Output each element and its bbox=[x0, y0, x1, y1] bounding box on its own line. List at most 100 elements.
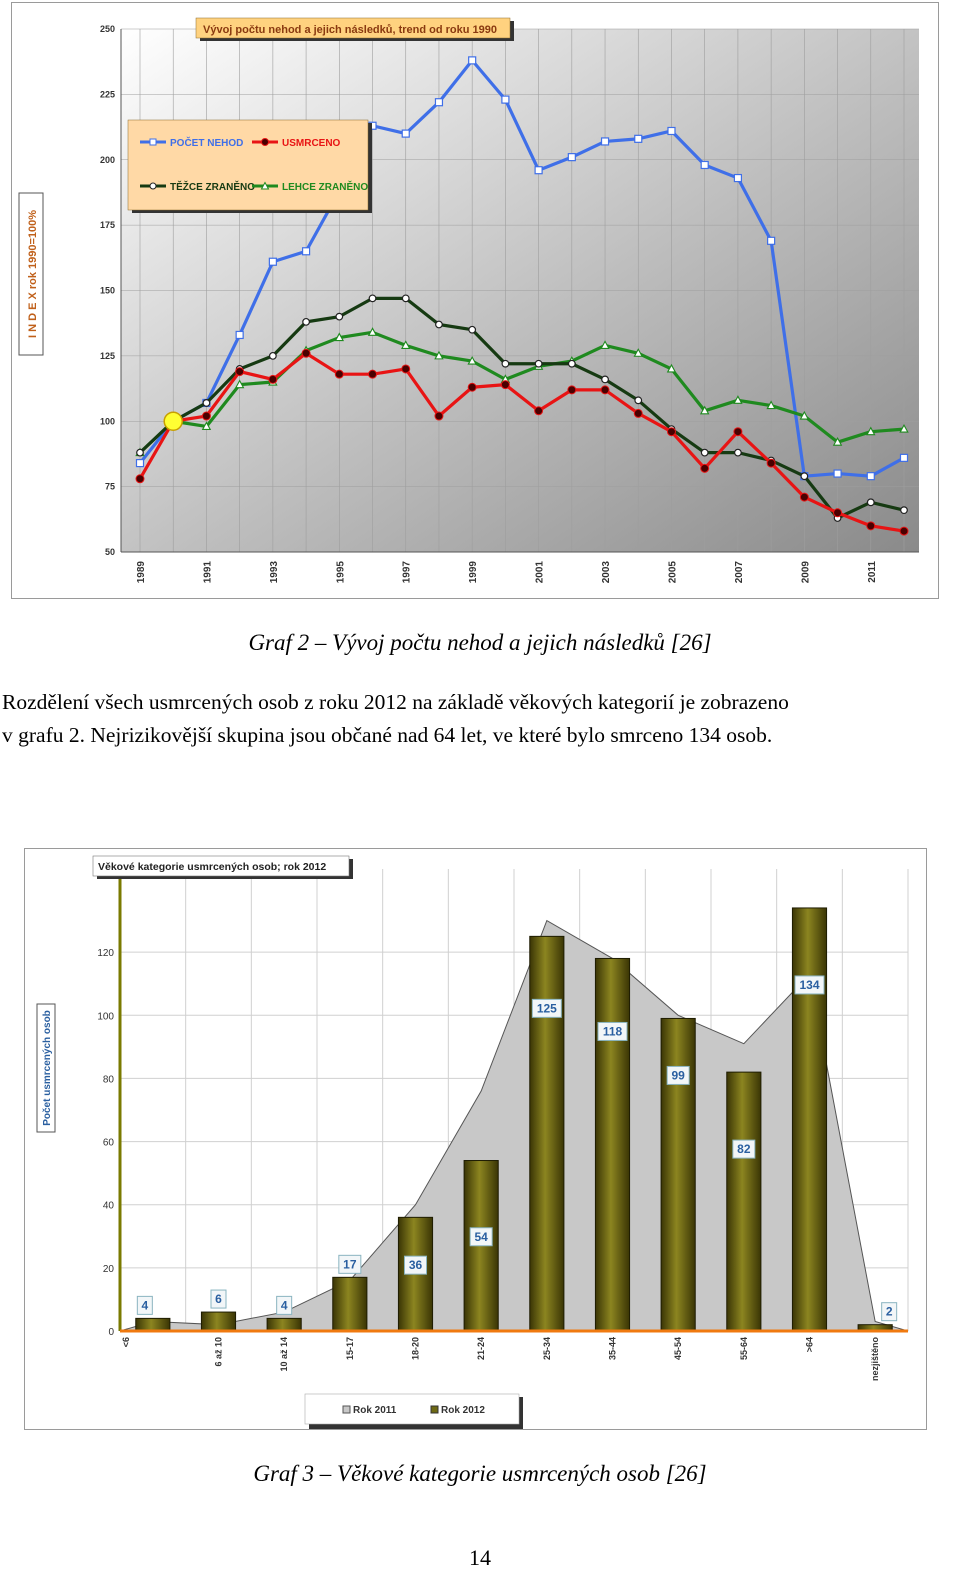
point-lehce-zraneno bbox=[633, 348, 643, 357]
point-pocet-nehod bbox=[866, 472, 875, 481]
x-tick-label: 45-54 bbox=[673, 1337, 683, 1360]
y-tick-label: 80 bbox=[103, 1074, 115, 1085]
point-pocet-nehod bbox=[235, 330, 244, 340]
point-lehce-zraneno bbox=[832, 437, 843, 446]
legend-marker bbox=[149, 182, 157, 190]
bar-rok-2012 bbox=[266, 1317, 302, 1332]
data-label-box bbox=[531, 998, 562, 1018]
x-tick-label: 2009 bbox=[800, 561, 811, 584]
point-lehce-zraneno bbox=[367, 327, 378, 336]
point-usmrceno bbox=[135, 474, 145, 484]
title-box bbox=[195, 17, 511, 39]
x-tick-label: >64 bbox=[805, 1337, 815, 1352]
legend-label: POČET NEHOD bbox=[170, 136, 243, 149]
data-label-box bbox=[338, 1254, 362, 1274]
point-tezce-zraneno bbox=[202, 399, 211, 407]
point-tezce-zraneno bbox=[335, 312, 344, 321]
point-tezce-zraneno bbox=[468, 325, 477, 334]
bar-rok-2012 bbox=[594, 957, 631, 1332]
bar-chart-frame: 0 20 40 60 80 100 120 4 6 4 17 36 54 125 118 99 82 134 2 <6… bbox=[24, 848, 927, 1430]
y-axis-label: Počet usmrcených osob bbox=[42, 1010, 53, 1126]
point-tezce-zraneno bbox=[268, 351, 277, 360]
point-pocet-nehod bbox=[899, 453, 909, 462]
bar-rok-2012 bbox=[529, 935, 565, 1332]
point-tezce-zraneno bbox=[900, 506, 908, 515]
y-tick-label: 120 bbox=[97, 948, 114, 959]
point-tezce-zraneno bbox=[634, 396, 643, 405]
point-pocet-nehod bbox=[833, 469, 842, 478]
legend-label: TĚŽCE ZRANĚNO bbox=[170, 180, 255, 193]
point-tezce-zraneno bbox=[601, 375, 609, 384]
point-lehce-zraneno bbox=[899, 423, 909, 433]
x-tick-label: 18-20 bbox=[411, 1337, 421, 1360]
series-line-1 bbox=[138, 351, 905, 533]
y-tick-label: 60 bbox=[103, 1138, 115, 1149]
data-label: 4 bbox=[281, 1298, 288, 1312]
data-label-box bbox=[136, 1295, 153, 1315]
bar-rok-2012 bbox=[726, 1071, 762, 1332]
point-lehce-zraneno bbox=[600, 340, 610, 349]
x-tick-label: 35-44 bbox=[608, 1337, 618, 1360]
y-tick-label: 40 bbox=[103, 1201, 115, 1212]
x-tick-label: 6 až 10 bbox=[214, 1337, 224, 1367]
point-usmrceno bbox=[434, 411, 444, 421]
legend-marker bbox=[261, 138, 269, 146]
x-tick-label: 2011 bbox=[867, 561, 878, 583]
chart-title: Věkové kategorie usmrcených osob; rok 20… bbox=[98, 861, 326, 873]
point-usmrceno bbox=[534, 406, 544, 416]
bar-rok-2012 bbox=[660, 1017, 696, 1332]
legend-marker bbox=[149, 138, 157, 146]
chart-title: Vývoj počtu nehod a jejich následků, tre… bbox=[203, 24, 497, 36]
data-label: 134 bbox=[799, 978, 819, 992]
data-label-box bbox=[881, 1302, 898, 1322]
point-tezce-zraneno bbox=[368, 294, 377, 303]
point-pocet-nehod bbox=[268, 257, 277, 266]
data-label-box bbox=[732, 1139, 756, 1159]
x-tick-label: 2007 bbox=[734, 561, 745, 584]
point-tezce-zraneno bbox=[800, 472, 809, 481]
data-label: 17 bbox=[343, 1257, 357, 1271]
point-usmrceno bbox=[368, 369, 378, 379]
point-lehce-zraneno bbox=[766, 400, 776, 410]
x-tick-label: 1997 bbox=[402, 561, 413, 584]
title-box bbox=[92, 855, 350, 877]
x-tick-label: 1995 bbox=[335, 561, 346, 584]
point-pocet-nehod bbox=[501, 95, 510, 104]
data-label: 54 bbox=[474, 1230, 488, 1244]
data-label: 99 bbox=[671, 1068, 685, 1082]
data-label-box bbox=[469, 1227, 493, 1247]
y-tick-label: 200 bbox=[100, 155, 115, 165]
base-year-marker bbox=[163, 411, 183, 431]
point-usmrceno bbox=[633, 408, 643, 418]
point-pocet-nehod bbox=[733, 173, 743, 183]
x-tick-label: 21-24 bbox=[476, 1337, 486, 1360]
point-pocet-nehod bbox=[767, 236, 776, 245]
point-usmrceno bbox=[500, 380, 510, 390]
y-tick-label: 225 bbox=[100, 89, 115, 99]
point-tezce-zraneno bbox=[302, 317, 310, 326]
paragraph-line-2: v grafu 2. Nejrizikovější skupina jsou o… bbox=[2, 723, 773, 747]
y-tick-label: 20 bbox=[103, 1264, 115, 1275]
data-label: 4 bbox=[141, 1298, 148, 1312]
point-lehce-zraneno bbox=[666, 363, 677, 373]
data-label: 82 bbox=[737, 1142, 751, 1156]
bar-rok-2012 bbox=[332, 1276, 368, 1332]
x-tick-label: 2001 bbox=[535, 561, 546, 584]
x-tick-label: 15-17 bbox=[345, 1337, 355, 1360]
point-lehce-zraneno bbox=[434, 350, 444, 360]
data-label: 6 bbox=[215, 1292, 222, 1306]
point-lehce-zraneno bbox=[467, 355, 477, 365]
point-usmrceno bbox=[268, 374, 278, 384]
y-tick-label: 75 bbox=[105, 482, 115, 492]
x-tick-label: 1991 bbox=[202, 561, 213, 584]
point-usmrceno bbox=[301, 348, 311, 358]
point-tezce-zraneno bbox=[501, 359, 510, 368]
point-tezce-zraneno bbox=[534, 359, 543, 368]
data-label-box bbox=[210, 1289, 227, 1309]
point-lehce-zraneno bbox=[201, 421, 212, 431]
y-axis-label-box bbox=[36, 1003, 56, 1133]
data-label-box bbox=[794, 975, 825, 995]
series-line-0 bbox=[138, 58, 905, 478]
point-tezce-zraneno bbox=[136, 448, 144, 457]
point-usmrceno bbox=[401, 364, 411, 374]
